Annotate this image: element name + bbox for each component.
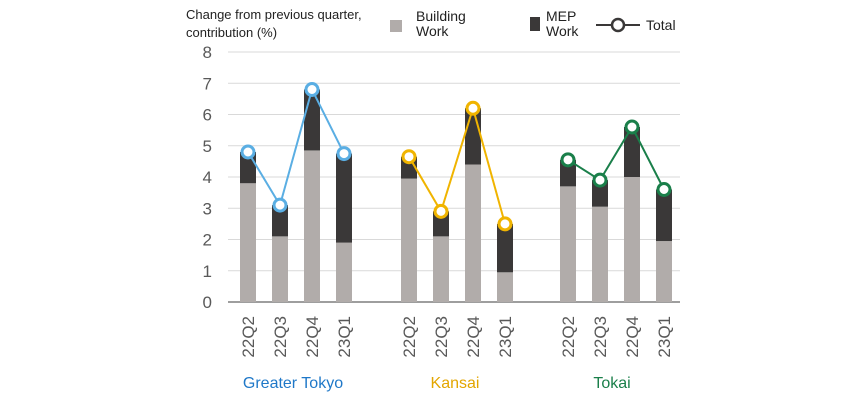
- legend-total-label: Total: [646, 17, 676, 33]
- y-axis-title: Change from previous quarter, contributi…: [186, 7, 362, 40]
- x-tick-label-kansai-22Q3: 22Q3: [432, 316, 451, 358]
- bar-mep-kansai-22Q4: [465, 108, 481, 165]
- x-tick-label-greater-tokyo-23Q1: 23Q1: [335, 316, 354, 358]
- bar-building-greater-tokyo-22Q4: [304, 150, 320, 302]
- total-point-tokai-22Q2: [560, 152, 576, 168]
- group-label-kansai: Kansai: [430, 375, 480, 392]
- legend-building-label: Building Work: [416, 8, 466, 39]
- x-tick-label-kansai-23Q1: 23Q1: [496, 316, 515, 358]
- x-tick-label-kansai-22Q2: 22Q2: [400, 316, 419, 358]
- bar-building-greater-tokyo-22Q3: [272, 236, 288, 302]
- bar-building-kansai-23Q1: [497, 272, 513, 302]
- total-point-kansai-22Q2: [401, 149, 417, 165]
- total-line-tokai: [567, 124, 665, 190]
- x-tick-label-tokai-22Q3: 22Q3: [591, 316, 610, 358]
- bar-mep-tokai-22Q3: [592, 180, 608, 207]
- y-tick-label-1: 1: [203, 262, 212, 281]
- bar-mep-greater-tokyo-23Q1: [336, 153, 352, 243]
- y-tick-label-0: 0: [203, 293, 212, 312]
- bar-building-kansai-22Q4: [465, 164, 481, 302]
- total-point-greater-tokyo-22Q4: [304, 82, 320, 97]
- total-point-greater-tokyo-22Q2: [240, 144, 256, 160]
- y-tick-label-8: 8: [203, 43, 212, 62]
- legend-mep-label: MEP Work: [546, 8, 579, 39]
- total-point-kansai-23Q1: [497, 216, 513, 232]
- y-tick-label-3: 3: [203, 199, 212, 218]
- x-tick-label-greater-tokyo-22Q4: 22Q4: [303, 316, 322, 358]
- legend-total-swatch: [596, 17, 640, 33]
- bar-building-tokai-22Q4: [624, 177, 640, 302]
- y-tick-label-2: 2: [203, 231, 212, 250]
- group-label-greater-tokyo: Greater Tokyo: [242, 375, 344, 392]
- bar-building-tokai-22Q2: [560, 186, 576, 302]
- total-point-tokai-22Q4: [624, 119, 640, 135]
- total-line-greater-tokyo: [247, 86, 345, 208]
- bar-building-greater-tokyo-22Q2: [240, 183, 256, 302]
- legend-mep-swatch: [530, 17, 540, 31]
- total-point-tokai-22Q3: [592, 172, 608, 188]
- y-tick-label-7: 7: [203, 74, 212, 93]
- y-tick-label-4: 4: [203, 168, 212, 187]
- total-point-kansai-22Q4: [465, 100, 481, 116]
- y-tick-label-5: 5: [203, 137, 212, 156]
- x-tick-label-tokai-22Q2: 22Q2: [559, 316, 578, 358]
- x-tick-label-greater-tokyo-22Q3: 22Q3: [271, 316, 290, 358]
- legend-building-swatch: [390, 20, 402, 32]
- total-point-tokai-23Q1: [656, 182, 672, 197]
- x-tick-label-tokai-22Q4: 22Q4: [623, 316, 642, 358]
- bar-mep-greater-tokyo-22Q3: [272, 205, 288, 237]
- bar-building-kansai-22Q2: [401, 178, 417, 302]
- total-point-greater-tokyo-22Q3: [272, 197, 288, 213]
- y-tick-label-6: 6: [203, 106, 212, 125]
- bar-building-greater-tokyo-23Q1: [336, 242, 352, 302]
- total-point-greater-tokyo-23Q1: [336, 146, 352, 162]
- group-label-tokai: Tokai: [593, 375, 631, 392]
- bar-building-tokai-23Q1: [656, 241, 672, 302]
- bar-mep-tokai-22Q2: [560, 159, 576, 187]
- bar-building-kansai-22Q3: [433, 236, 449, 302]
- total-point-kansai-22Q3: [433, 203, 449, 219]
- bar-mep-tokai-23Q1: [656, 189, 672, 242]
- x-tick-label-tokai-23Q1: 23Q1: [655, 316, 674, 358]
- total-line-kansai: [408, 104, 506, 225]
- bar-mep-kansai-23Q1: [497, 223, 513, 273]
- bar-mep-tokai-22Q4: [624, 127, 640, 177]
- x-tick-label-greater-tokyo-22Q2: 22Q2: [239, 316, 258, 358]
- x-tick-label-kansai-22Q4: 22Q4: [464, 316, 483, 358]
- bar-building-tokai-22Q3: [592, 206, 608, 302]
